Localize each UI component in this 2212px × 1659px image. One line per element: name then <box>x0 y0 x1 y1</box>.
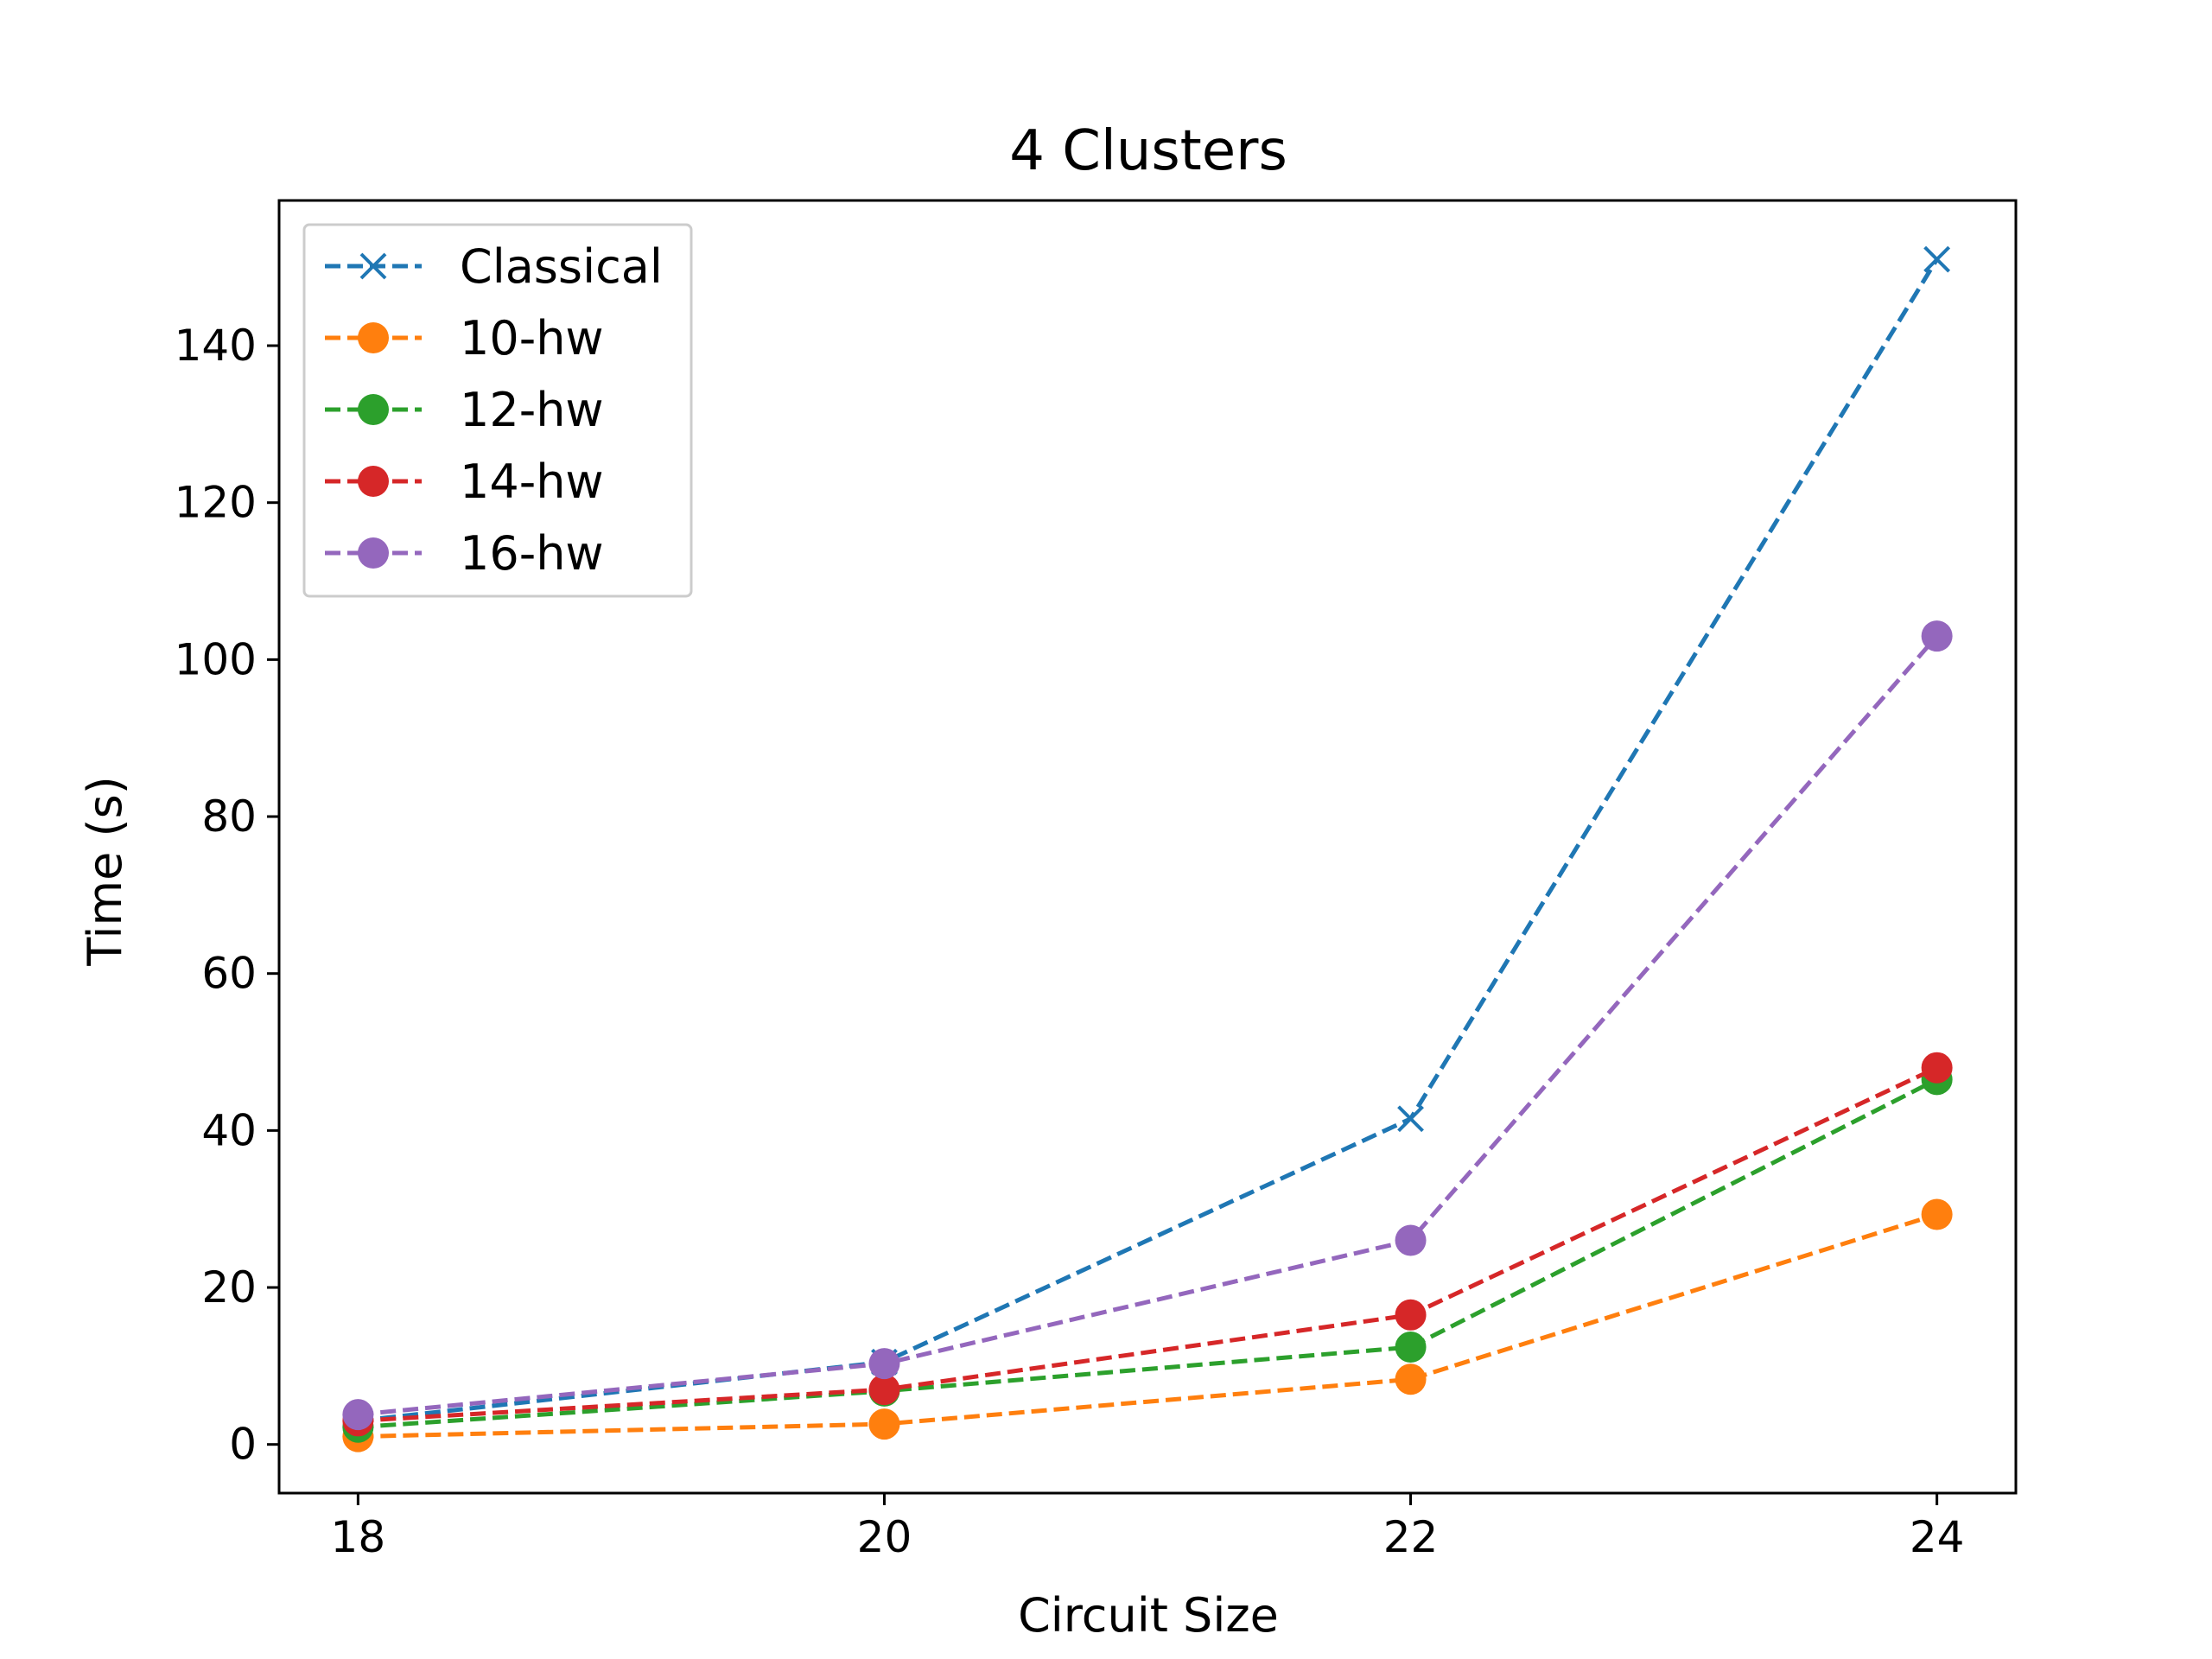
series-14-hw <box>342 1052 1953 1437</box>
legend-box <box>302 223 693 598</box>
data-point <box>1921 1198 1953 1230</box>
y-tick-label: 80 <box>201 791 257 842</box>
x-tick-label: 22 <box>1383 1512 1439 1562</box>
series-line <box>358 1077 1938 1430</box>
y-tick-label: 120 <box>175 478 257 528</box>
y-tick-label: 0 <box>229 1420 257 1470</box>
legend-entry: 14-hw <box>325 454 604 509</box>
legend-entry: Classical <box>325 239 663 294</box>
legend-label: 10-hw <box>460 311 604 365</box>
data-point <box>868 1408 900 1440</box>
legend-entry: 12-hw <box>325 383 604 437</box>
series-line <box>358 1212 1938 1440</box>
y-axis: 0 20 40 60 80 100 120 140 <box>175 321 279 1470</box>
y-axis-label: Time (s) <box>78 776 132 967</box>
data-point <box>342 1399 374 1431</box>
data-point <box>1395 1363 1427 1395</box>
y-tick-label: 20 <box>201 1262 257 1313</box>
y-tick-label: 100 <box>175 634 257 684</box>
data-point <box>868 1374 900 1406</box>
legend-marker <box>358 322 389 353</box>
x-axis: 18 20 22 24 <box>331 1493 1965 1562</box>
legend: Classical 10-hw 12-hw 14-hw 16-hw <box>302 223 693 598</box>
data-point <box>1395 1299 1427 1331</box>
plot-frame <box>277 199 2018 1495</box>
data-point <box>868 1348 900 1380</box>
legend-entry: 10-hw <box>325 311 604 365</box>
series-line <box>358 634 1939 1417</box>
legend-label: 14-hw <box>460 454 604 509</box>
data-point <box>1921 1052 1953 1084</box>
x-tick-label: 20 <box>857 1512 912 1562</box>
legend-marker <box>358 537 389 569</box>
series-line <box>358 257 1939 1423</box>
legend-marker <box>358 466 389 497</box>
series-layer <box>342 245 1953 1452</box>
series-16-hw <box>342 620 1953 1431</box>
data-point <box>1397 1105 1424 1133</box>
y-tick-label: 40 <box>201 1105 257 1155</box>
y-tick-label: 60 <box>201 949 257 999</box>
legend-label: 12-hw <box>460 383 604 437</box>
x-tick-label: 24 <box>1910 1512 1965 1562</box>
legend-marker <box>358 394 389 425</box>
legend-label: 16-hw <box>460 526 604 581</box>
data-point <box>1395 1332 1427 1363</box>
data-point <box>1921 620 1953 652</box>
legend-marker <box>359 252 387 280</box>
y-tick-label: 140 <box>175 321 257 371</box>
series-line <box>358 1065 1938 1423</box>
legend-entry: 16-hw <box>325 526 604 581</box>
x-axis-label: Circuit Size <box>1018 1588 1279 1643</box>
data-point <box>1923 245 1951 273</box>
data-point <box>1395 1224 1427 1256</box>
chart-title: 4 Clusters <box>1009 119 1287 183</box>
x-tick-label: 18 <box>331 1512 386 1562</box>
legend-label: Classical <box>460 239 663 294</box>
